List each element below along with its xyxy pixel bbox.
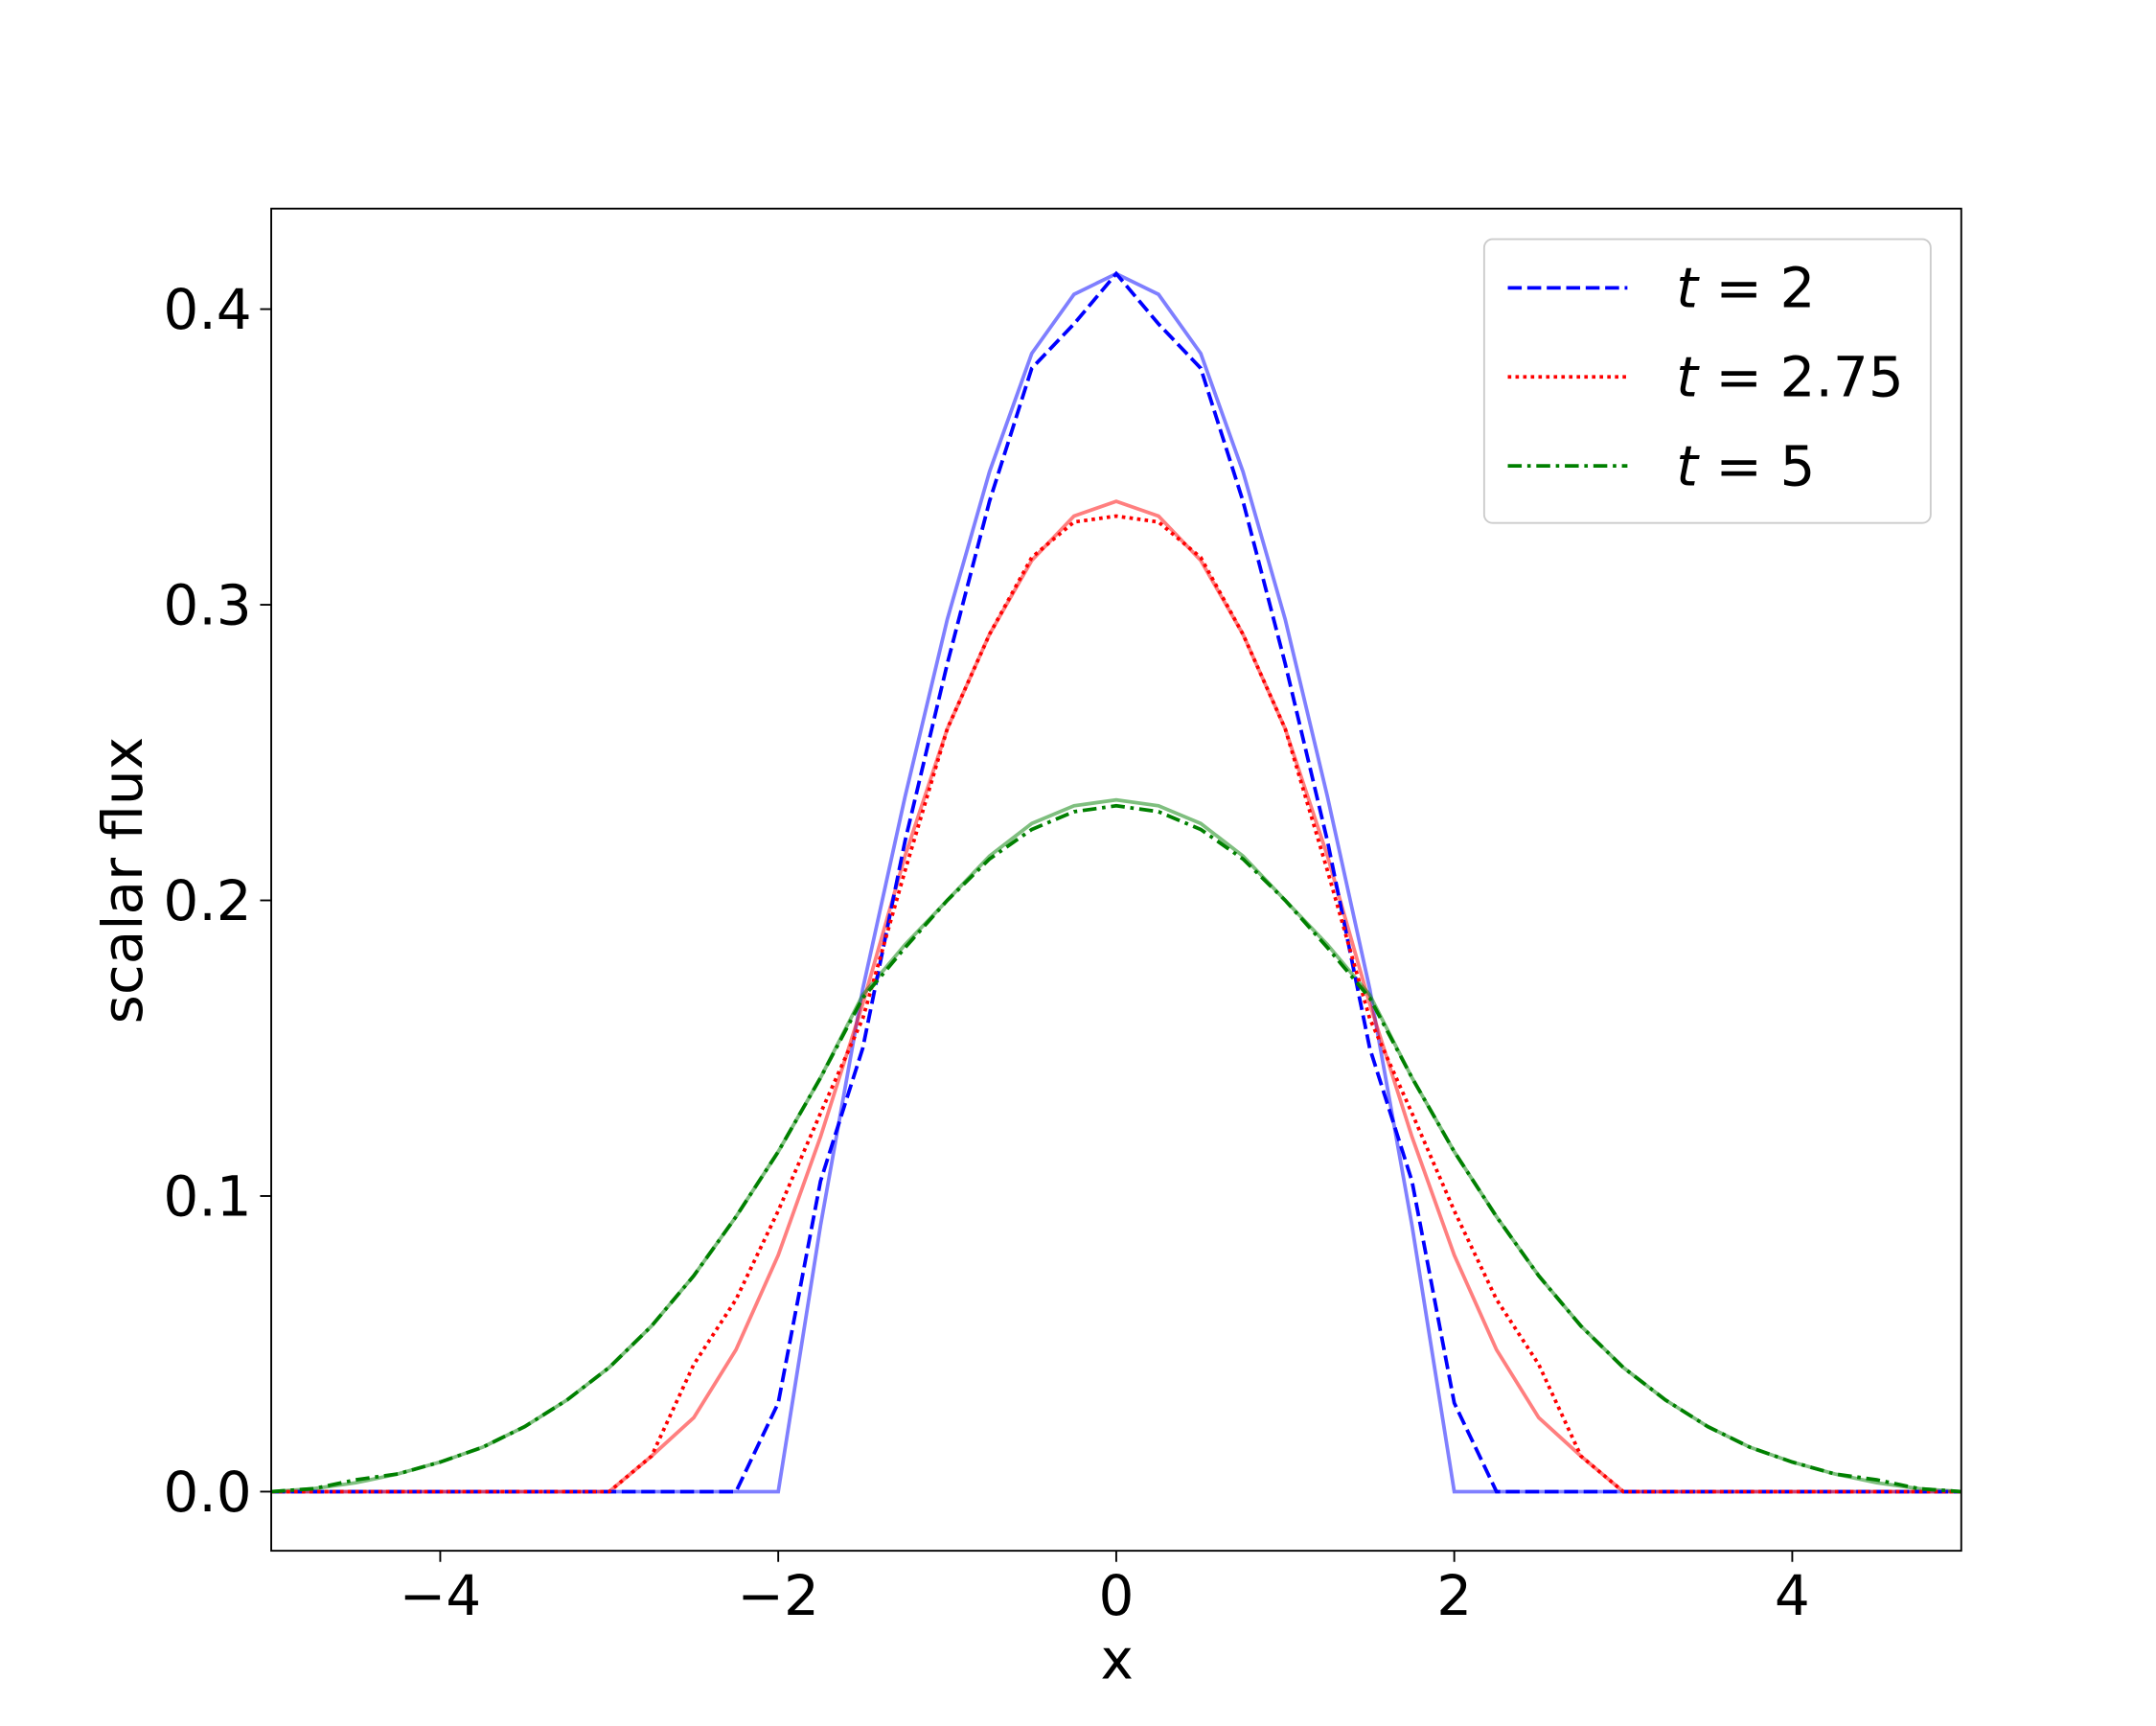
x-axis-label: x	[1100, 1627, 1133, 1692]
series-line	[271, 803, 1961, 1494]
x-tick-label: 2	[1436, 1563, 1472, 1628]
y-tick-label: 0.2	[163, 868, 251, 933]
legend-label: t = 5	[1676, 433, 1815, 498]
y-tick-label: 0.4	[163, 277, 251, 342]
y-axis-label: scalar flux	[90, 737, 155, 1024]
x-tick-label: 4	[1775, 1563, 1810, 1628]
series-line	[271, 499, 1961, 1494]
x-tick-label: −4	[400, 1563, 482, 1628]
plot-frame	[270, 207, 1962, 1553]
series-line	[271, 270, 1961, 1494]
series-line	[271, 514, 1961, 1494]
legend-label: t = 2	[1676, 256, 1815, 321]
y-tick-label: 0.0	[163, 1460, 251, 1525]
series-line	[271, 797, 1961, 1494]
x-tick-label: −2	[737, 1563, 819, 1628]
legend-label: t = 2.75	[1676, 345, 1904, 410]
y-tick-label: 0.1	[163, 1163, 251, 1229]
x-tick-label: 0	[1098, 1563, 1134, 1628]
legend-box	[1482, 238, 1932, 524]
y-tick-label: 0.3	[163, 572, 251, 637]
